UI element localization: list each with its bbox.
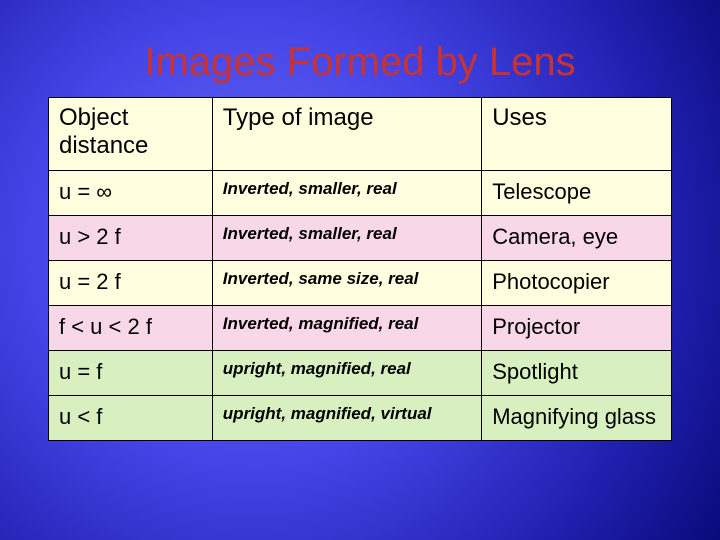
table-row: u = f upright, magnified, real Spotlight xyxy=(49,351,672,396)
cell-type-of-image: upright, magnified, virtual xyxy=(212,396,481,441)
header-uses: Uses xyxy=(482,98,672,171)
table-row: u > 2 f Inverted, smaller, real Camera, … xyxy=(49,216,672,261)
cell-object-distance: u > 2 f xyxy=(49,216,213,261)
table-header-row: Object distance Type of image Uses xyxy=(49,98,672,171)
cell-type-of-image: Inverted, magnified, real xyxy=(212,306,481,351)
cell-uses: Photocopier xyxy=(482,261,672,306)
cell-uses: Camera, eye xyxy=(482,216,672,261)
cell-type-of-image: Inverted, smaller, real xyxy=(212,171,481,216)
header-object-distance: Object distance xyxy=(49,98,213,171)
cell-object-distance: u = 2 f xyxy=(49,261,213,306)
page-title: Images Formed by Lens xyxy=(48,40,672,85)
cell-type-of-image: Inverted, smaller, real xyxy=(212,216,481,261)
lens-table: Object distance Type of image Uses u = ∞… xyxy=(48,97,672,441)
cell-type-of-image: upright, magnified, real xyxy=(212,351,481,396)
cell-uses: Projector xyxy=(482,306,672,351)
table-row: u = 2 f Inverted, same size, real Photoc… xyxy=(49,261,672,306)
table-row: u < f upright, magnified, virtual Magnif… xyxy=(49,396,672,441)
cell-object-distance: f < u < 2 f xyxy=(49,306,213,351)
header-type-of-image: Type of image xyxy=(212,98,481,171)
table-row: u = ∞ Inverted, smaller, real Telescope xyxy=(49,171,672,216)
cell-uses: Magnifying glass xyxy=(482,396,672,441)
cell-uses: Spotlight xyxy=(482,351,672,396)
cell-object-distance: u = ∞ xyxy=(49,171,213,216)
table-row: f < u < 2 f Inverted, magnified, real Pr… xyxy=(49,306,672,351)
cell-object-distance: u < f xyxy=(49,396,213,441)
cell-type-of-image: Inverted, same size, real xyxy=(212,261,481,306)
cell-uses: Telescope xyxy=(482,171,672,216)
cell-object-distance: u = f xyxy=(49,351,213,396)
